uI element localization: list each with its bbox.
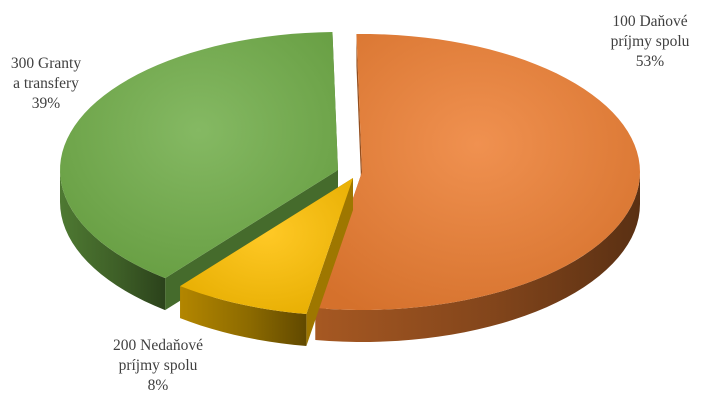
- data-label-2: 200 Nedaňové príjmy spolu 8%: [113, 337, 203, 394]
- pie-slice-2-top: [180, 178, 353, 315]
- data-label-1: 100 Daňové príjmy spolu 53%: [611, 13, 690, 70]
- data-label-3-line-2: a transfery: [13, 75, 79, 92]
- pie-slice-1: [315, 34, 640, 342]
- data-label-3-line-1: 300 Granty: [11, 55, 81, 72]
- pie-slice-2-rim: [180, 286, 307, 347]
- pie-slice-1-top: [315, 34, 640, 310]
- pie-slice-1-wall-1: [356, 34, 362, 204]
- pie-slice-2: [180, 178, 353, 347]
- data-label-1-line-1: 100 Daňové: [612, 13, 687, 30]
- data-label-1-line-2: príjmy spolu: [611, 33, 690, 50]
- pie-slice-3-top: [60, 32, 338, 279]
- pie-slice-2-wall-1: [306, 178, 353, 347]
- pie-slice-3-rim: [60, 170, 166, 311]
- data-label-1-line-3: 53%: [636, 53, 665, 70]
- data-label-2-line-1: 200 Nedaňové: [113, 337, 203, 354]
- pie-slice-1-rim: [315, 172, 640, 342]
- data-label-2-line-3: 8%: [148, 377, 169, 394]
- labels-layer: 100 Daňové príjmy spolu 53% 200 Nedaňové prí…: [11, 13, 690, 394]
- data-label-3: 300 Granty a transfery 39%: [11, 55, 81, 112]
- data-label-2-line-2: príjmy spolu: [119, 357, 198, 374]
- slices-layer: [60, 32, 640, 347]
- data-label-3-line-3: 39%: [32, 95, 61, 112]
